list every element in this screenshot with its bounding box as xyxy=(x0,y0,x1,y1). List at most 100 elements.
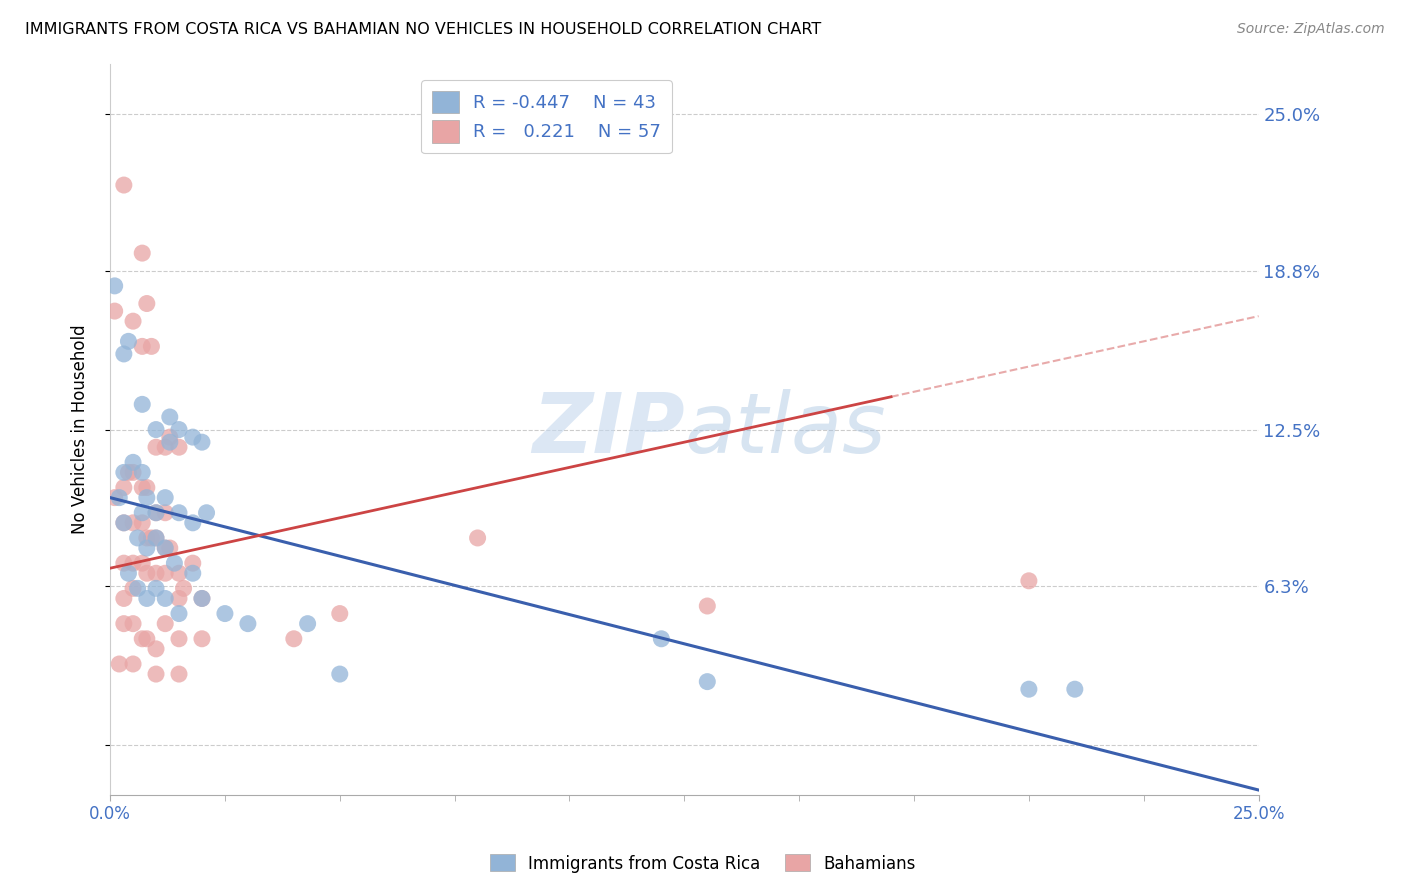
Point xyxy=(191,435,214,450)
Point xyxy=(1018,682,1040,697)
Point xyxy=(163,556,186,570)
Point xyxy=(117,566,139,581)
Point xyxy=(297,616,319,631)
Y-axis label: No Vehicles in Household: No Vehicles in Household xyxy=(72,325,89,534)
Point xyxy=(214,607,236,621)
Point xyxy=(112,616,135,631)
Point xyxy=(181,430,204,444)
Point xyxy=(696,674,718,689)
Point xyxy=(191,591,214,606)
Point xyxy=(104,491,127,505)
Point xyxy=(145,506,167,520)
Point xyxy=(131,556,153,570)
Point xyxy=(135,491,157,505)
Point xyxy=(173,582,195,596)
Point xyxy=(117,334,139,349)
Text: IMMIGRANTS FROM COSTA RICA VS BAHAMIAN NO VEHICLES IN HOUSEHOLD CORRELATION CHAR: IMMIGRANTS FROM COSTA RICA VS BAHAMIAN N… xyxy=(25,22,821,37)
Point xyxy=(145,566,167,581)
Point xyxy=(145,531,167,545)
Point xyxy=(167,607,190,621)
Point xyxy=(112,516,135,530)
Point xyxy=(1018,574,1040,588)
Point xyxy=(153,491,176,505)
Point xyxy=(122,582,145,596)
Legend: Immigrants from Costa Rica, Bahamians: Immigrants from Costa Rica, Bahamians xyxy=(484,847,922,880)
Point xyxy=(108,491,131,505)
Point xyxy=(117,466,139,480)
Point xyxy=(145,582,167,596)
Legend: R = -0.447    N = 43, R =   0.221    N = 57: R = -0.447 N = 43, R = 0.221 N = 57 xyxy=(420,80,672,153)
Point xyxy=(135,632,157,646)
Point xyxy=(135,296,157,310)
Point xyxy=(104,278,127,293)
Point xyxy=(159,409,181,424)
Point xyxy=(131,246,153,260)
Point xyxy=(167,566,190,581)
Point xyxy=(153,541,176,555)
Point xyxy=(467,531,489,545)
Point xyxy=(112,591,135,606)
Point xyxy=(131,481,153,495)
Point xyxy=(195,506,218,520)
Point xyxy=(181,566,204,581)
Point xyxy=(112,481,135,495)
Point xyxy=(145,667,167,681)
Point xyxy=(191,632,214,646)
Point xyxy=(153,440,176,454)
Point xyxy=(135,531,157,545)
Point xyxy=(131,632,153,646)
Point xyxy=(153,541,176,555)
Point xyxy=(141,531,163,545)
Point xyxy=(122,657,145,671)
Point xyxy=(122,556,145,570)
Point xyxy=(122,466,145,480)
Point xyxy=(191,591,214,606)
Point xyxy=(181,556,204,570)
Point xyxy=(131,397,153,411)
Point xyxy=(122,455,145,469)
Point xyxy=(159,541,181,555)
Point xyxy=(167,423,190,437)
Point xyxy=(167,506,190,520)
Point xyxy=(135,481,157,495)
Point xyxy=(112,466,135,480)
Text: ZIP: ZIP xyxy=(531,389,685,470)
Point xyxy=(650,632,672,646)
Point xyxy=(167,632,190,646)
Point xyxy=(131,466,153,480)
Point xyxy=(145,506,167,520)
Point xyxy=(131,506,153,520)
Point xyxy=(127,582,149,596)
Point xyxy=(141,339,163,353)
Point xyxy=(153,566,176,581)
Point xyxy=(122,516,145,530)
Point xyxy=(329,607,352,621)
Point xyxy=(131,516,153,530)
Point xyxy=(145,440,167,454)
Point xyxy=(167,667,190,681)
Text: Source: ZipAtlas.com: Source: ZipAtlas.com xyxy=(1237,22,1385,37)
Point xyxy=(145,531,167,545)
Point xyxy=(153,506,176,520)
Point xyxy=(159,435,181,450)
Point xyxy=(131,339,153,353)
Point xyxy=(135,591,157,606)
Point xyxy=(122,616,145,631)
Point xyxy=(329,667,352,681)
Point xyxy=(153,616,176,631)
Point xyxy=(112,178,135,192)
Point xyxy=(283,632,305,646)
Point xyxy=(1063,682,1085,697)
Point xyxy=(236,616,259,631)
Point xyxy=(145,641,167,656)
Text: atlas: atlas xyxy=(685,389,886,470)
Point xyxy=(181,516,204,530)
Point xyxy=(167,440,190,454)
Point xyxy=(112,556,135,570)
Point xyxy=(112,347,135,361)
Point xyxy=(167,591,190,606)
Point xyxy=(135,541,157,555)
Point xyxy=(145,423,167,437)
Point xyxy=(159,430,181,444)
Point xyxy=(108,657,131,671)
